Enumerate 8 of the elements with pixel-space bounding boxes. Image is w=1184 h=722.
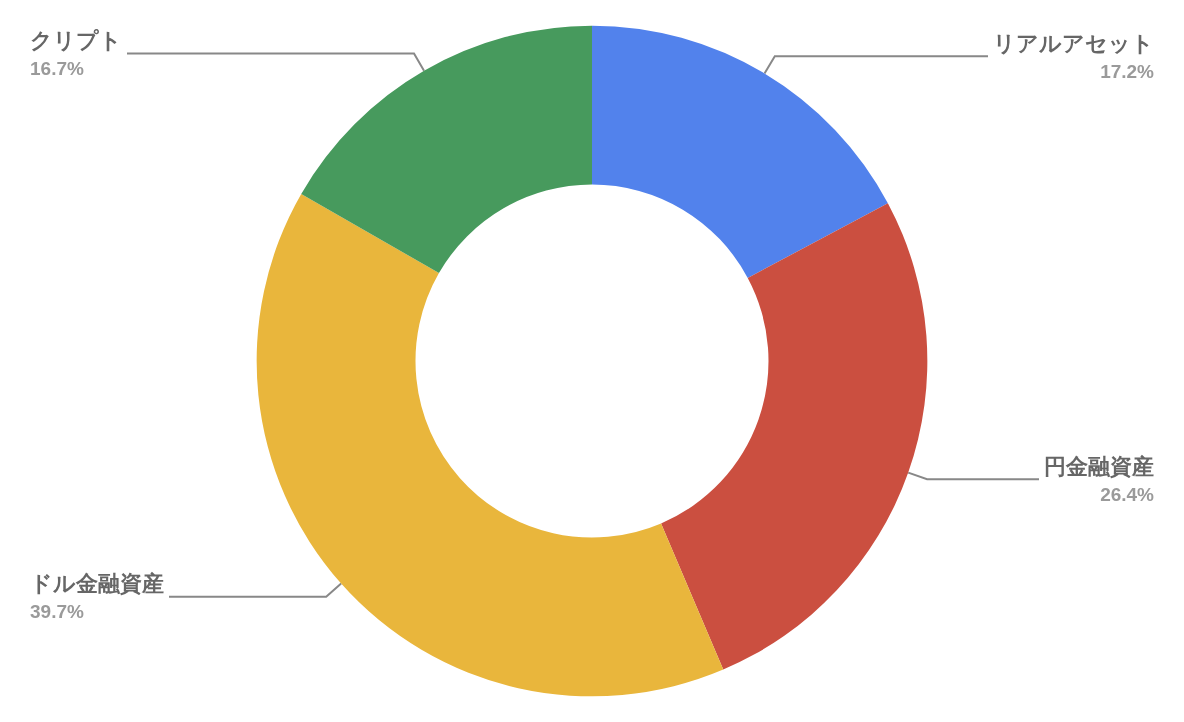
data-label: 16.7% — [30, 57, 84, 79]
data-label: 26.4% — [1100, 483, 1155, 505]
slice-label: リアルアセット — [993, 30, 1154, 56]
slice-label: 円金融資産 — [1044, 453, 1154, 479]
data-label: 39.7% — [30, 601, 84, 623]
slice-label: ドル金融資産 — [30, 571, 164, 597]
slice-label: クリプト — [30, 27, 122, 53]
data-label: 17.2% — [1100, 60, 1155, 82]
